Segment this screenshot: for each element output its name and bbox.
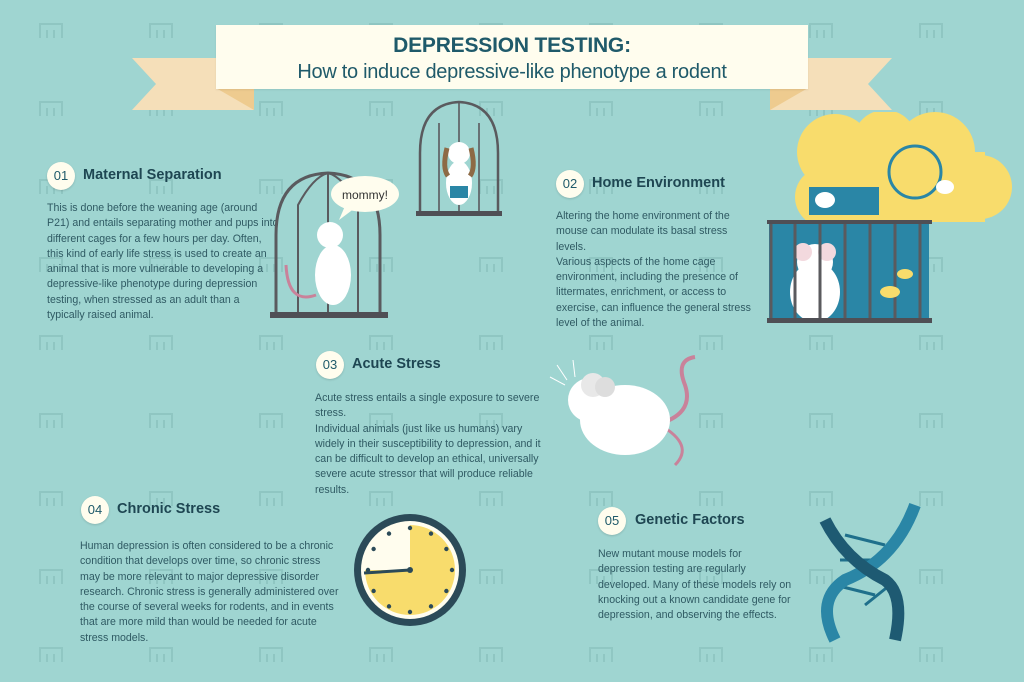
section-body: Altering the home environment of the mou… (556, 210, 751, 330)
section-body: Acute stress entails a single exposure t… (315, 392, 541, 496)
clock-tick (407, 525, 413, 531)
clock-tick (365, 567, 371, 573)
section-title: Acute Stress (352, 356, 441, 372)
clock-tick (386, 604, 392, 609)
section-body: This is done before the weaning age (aro… (47, 202, 279, 322)
section-number: 04 (81, 496, 109, 524)
speech-bubble-text: mommy! (342, 188, 388, 202)
section-body: New mutant mouse models for depression t… (598, 548, 792, 622)
section-number: 03 (316, 351, 344, 379)
section-number: 02 (556, 170, 584, 198)
clock-icon (354, 514, 466, 626)
dna-helix-icon (819, 502, 921, 643)
mother-cage-illustration (416, 100, 502, 216)
clock-tick (386, 531, 392, 536)
clock-tick (428, 604, 434, 609)
home-environment-illustration (767, 112, 1012, 323)
section-title: Genetic Factors (635, 512, 745, 528)
section-body: Human depression is often considered to … (80, 540, 339, 644)
section-title: Chronic Stress (117, 501, 221, 517)
section-number: 01 (47, 162, 75, 190)
section-title: Home Environment (592, 175, 725, 191)
clock-tick (371, 546, 376, 552)
clock-tick (449, 567, 455, 573)
clock-tick (428, 531, 434, 536)
section-title: Maternal Separation (83, 167, 222, 183)
clock-tick (444, 546, 449, 552)
clock-tick (371, 588, 376, 594)
section-number: 05 (598, 507, 626, 535)
startled-mouse-illustration (549, 355, 696, 467)
clock-tick (407, 609, 413, 615)
page-title: DEPRESSION TESTING: (393, 34, 631, 57)
clock-tick (444, 588, 449, 594)
speech-bubble: mommy! (331, 176, 399, 220)
title-banner: DEPRESSION TESTING: How to induce depres… (216, 25, 808, 89)
page-subtitle: How to induce depressive-like phenotype … (297, 61, 727, 83)
